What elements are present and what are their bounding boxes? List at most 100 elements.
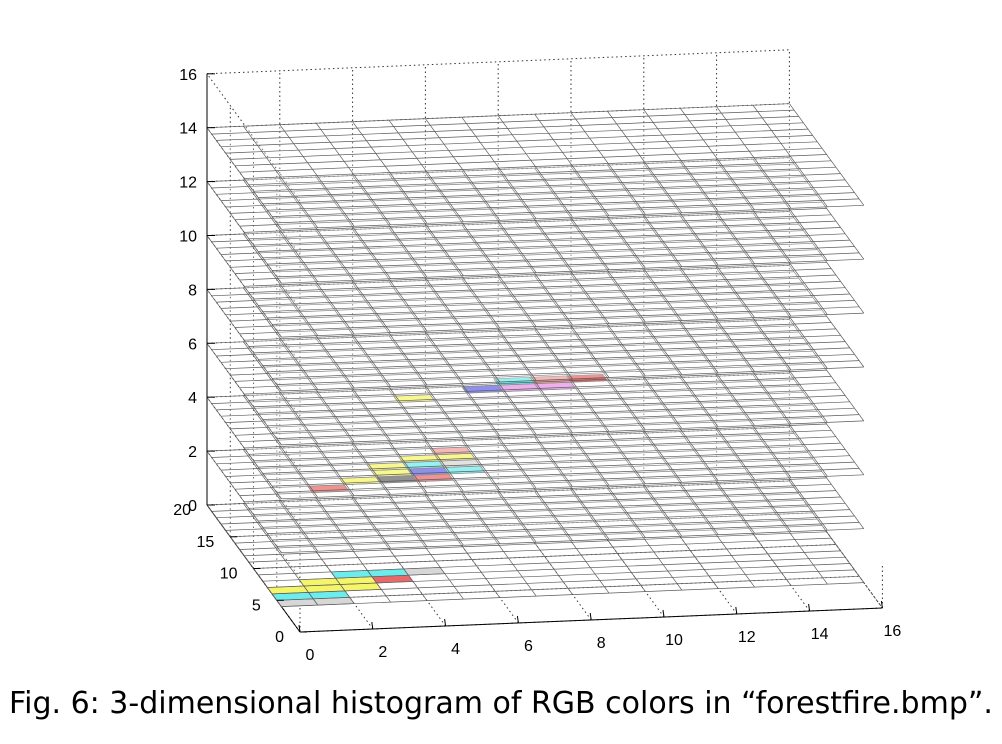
layer-gridline <box>267 185 850 211</box>
layer-gridline <box>267 239 850 265</box>
layer-gridline <box>262 287 846 313</box>
layer-gridline <box>281 204 864 230</box>
layer-gridline <box>248 268 832 293</box>
layer-gridline <box>216 169 799 195</box>
layer-gridline <box>248 160 832 186</box>
layer-gridline <box>225 506 809 531</box>
layer-gridline <box>234 357 818 382</box>
x-tick-mark <box>880 600 883 609</box>
layer-gridline <box>276 252 860 278</box>
z-tick-label: 14 <box>179 121 197 138</box>
layer-gridline <box>225 182 809 208</box>
layer-gridline <box>234 303 818 328</box>
layer-gridline <box>276 306 860 332</box>
layer-gridline <box>258 173 841 198</box>
layer-gridline <box>225 398 809 423</box>
layer-gridline <box>234 464 818 490</box>
layer-gridline <box>206 426 790 452</box>
x-tick-label: 16 <box>884 623 902 640</box>
layer-z-8 <box>206 265 865 392</box>
layer-gridline <box>258 388 841 414</box>
x-tick-mark <box>298 624 301 633</box>
layer-gridline <box>234 195 818 221</box>
layer-gridline <box>220 284 804 309</box>
layer-gridline <box>248 429 832 455</box>
x-tick-mark <box>516 615 519 624</box>
layer-gridline <box>244 477 827 503</box>
layer-gridline <box>276 522 860 547</box>
box-edge <box>788 480 883 609</box>
layer-gridline <box>211 487 795 512</box>
layer-z-2 <box>206 426 865 554</box>
z-tick-label: 6 <box>188 336 197 353</box>
layer-gridline <box>211 271 795 297</box>
layer-gridline <box>244 531 827 557</box>
layer-gridline <box>225 290 809 316</box>
layer-gridline <box>272 192 855 217</box>
layer-z-4 <box>206 372 865 500</box>
layer-gridline <box>230 189 813 214</box>
layer-gridline <box>230 296 813 322</box>
histogram-layers <box>206 103 865 607</box>
layer-gridline <box>281 366 864 392</box>
layer-gridline <box>258 442 841 468</box>
layer-gridline <box>276 468 860 493</box>
x-tick-mark <box>662 609 665 618</box>
layer-gridline <box>239 309 822 335</box>
layer-gridline <box>253 382 836 408</box>
layer-gridline <box>220 499 804 525</box>
layer-gridline <box>216 331 799 357</box>
y-tick-label: 10 <box>220 566 238 583</box>
layer-gridline <box>281 474 864 500</box>
layer-gridline <box>253 274 836 300</box>
y-tick-label: 5 <box>252 597 261 614</box>
layer-gridline <box>216 493 799 519</box>
layer-z-6 <box>206 318 865 446</box>
layer-gridline <box>206 181 282 284</box>
z-tick-label: 16 <box>179 67 197 84</box>
layer-gridline <box>276 198 860 224</box>
layer-gridline <box>272 300 855 325</box>
x-tick-mark <box>444 618 447 627</box>
layer-gridline <box>258 550 841 576</box>
layer-gridline <box>272 569 855 595</box>
x-tick-mark <box>371 621 374 630</box>
y-tick-label: 20 <box>173 502 191 519</box>
layer-gridline <box>244 315 827 341</box>
layer-gridline <box>234 518 818 544</box>
layer-gridline <box>262 502 846 528</box>
layer-gridline <box>262 395 846 420</box>
x-tick-label: 14 <box>811 626 829 643</box>
layer-gridline <box>211 217 795 243</box>
layer-gridline <box>244 154 827 179</box>
layer-gridline <box>272 515 855 541</box>
layer-gridline <box>262 556 846 582</box>
layer-gridline <box>253 436 836 462</box>
layer-gridline <box>258 281 841 306</box>
layer-gridline <box>244 208 827 233</box>
layer-gridline <box>206 480 790 506</box>
layer-gridline <box>281 258 864 284</box>
layer-gridline <box>258 334 841 360</box>
layer-gridline <box>234 141 818 167</box>
layer-gridline <box>216 223 799 249</box>
layer-gridline <box>216 116 799 141</box>
x-tick-mark <box>808 603 811 612</box>
layer-gridline <box>239 147 822 173</box>
back-wall-gridline <box>206 49 790 75</box>
layer-gridline <box>789 319 865 422</box>
x-tick-label: 8 <box>597 635 606 652</box>
layer-gridline <box>234 249 818 274</box>
layer-gridline <box>230 242 813 268</box>
layer-gridline <box>225 344 809 370</box>
layer-gridline <box>220 176 804 201</box>
z-tick-label: 12 <box>179 175 197 192</box>
layer-z-10 <box>206 211 865 338</box>
layer-z-14 <box>206 103 865 230</box>
layer-gridline <box>276 575 860 601</box>
layer-gridline <box>262 341 846 366</box>
layer-gridline <box>281 312 864 338</box>
layer-gridline <box>267 455 850 481</box>
layer-gridline <box>281 582 864 607</box>
